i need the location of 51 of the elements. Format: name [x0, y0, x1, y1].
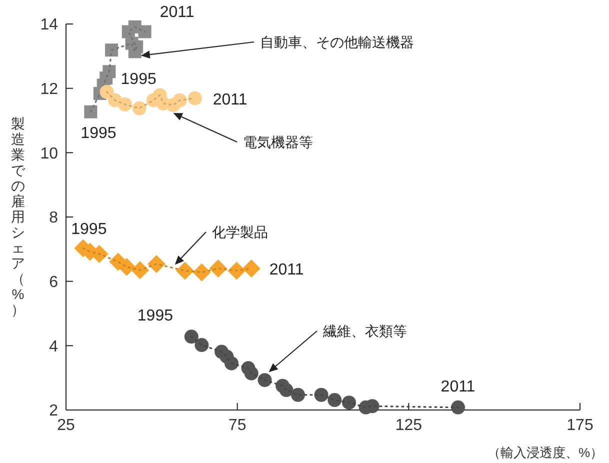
y-tick-label: 12	[40, 80, 58, 98]
point	[451, 400, 466, 414]
point	[258, 373, 272, 388]
point	[147, 254, 166, 273]
point	[138, 25, 152, 38]
x-tick-label: 25	[57, 417, 75, 434]
annotation: 1995	[120, 70, 156, 88]
point	[242, 259, 260, 278]
annotation: 1995	[137, 308, 174, 325]
point	[172, 93, 187, 108]
point	[209, 259, 228, 278]
point	[118, 258, 136, 276]
annotation: 2011	[269, 261, 304, 278]
point	[342, 396, 356, 410]
text: 製造業での雇用シェア（%）	[11, 115, 25, 318]
point	[132, 101, 146, 116]
point	[105, 44, 118, 57]
point	[194, 338, 209, 352]
point	[290, 388, 305, 402]
x-axis-title: （輸入浸透度、%）	[487, 445, 603, 460]
x-tick-label: 175	[566, 417, 594, 434]
annotation: 2011	[440, 378, 476, 396]
point	[84, 105, 98, 118]
y-tick-label: 8	[49, 210, 58, 227]
point	[224, 356, 239, 370]
point	[102, 65, 116, 78]
point	[228, 262, 246, 280]
y-tick-label: 14	[40, 16, 58, 34]
text: 電気機器等	[243, 134, 313, 150]
point	[176, 262, 194, 280]
y-tick-label: 2	[49, 402, 58, 420]
point	[328, 393, 342, 408]
point	[192, 263, 211, 282]
y-tick-label: 4	[49, 338, 58, 356]
y-tick-label: 6	[49, 274, 58, 291]
annotation: 1995	[80, 124, 116, 142]
point	[314, 388, 328, 402]
annotation: 2011	[160, 4, 194, 21]
x-tick-label: 125	[395, 417, 422, 434]
text: 自動車、その他輸送機器	[260, 34, 414, 50]
point	[188, 91, 202, 106]
point	[184, 330, 198, 344]
annotation: 1995	[71, 221, 107, 238]
series-label: 化学製品	[212, 224, 268, 240]
y-tick-label: 10	[40, 145, 58, 162]
x-tick-label: 75	[228, 417, 246, 434]
point	[118, 97, 132, 112]
text: 繊維、衣類等	[322, 323, 407, 339]
point	[244, 366, 258, 380]
annotation: 2011	[212, 91, 248, 108]
point	[131, 261, 150, 280]
